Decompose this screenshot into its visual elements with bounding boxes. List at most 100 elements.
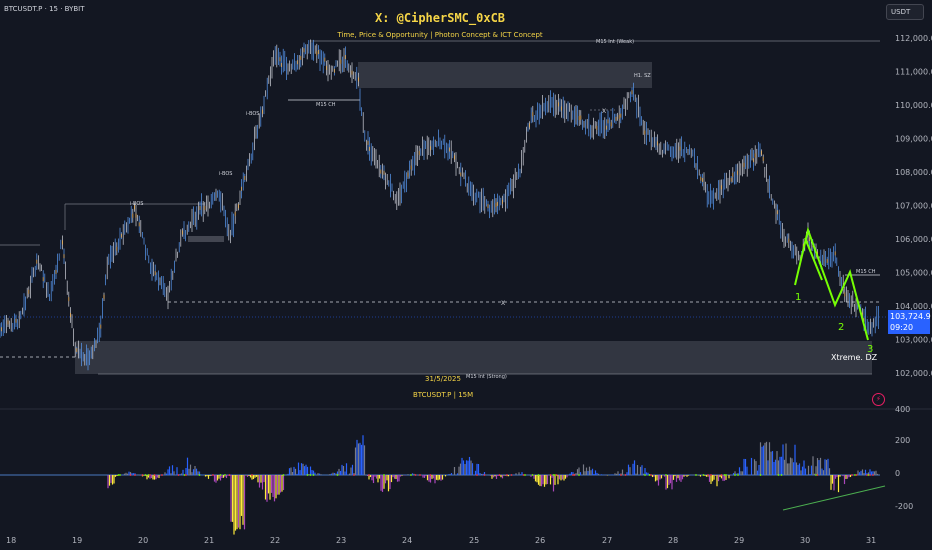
- time-tick: 19: [72, 536, 82, 545]
- osc-dot: [212, 474, 214, 476]
- osc-dot: [537, 474, 540, 476]
- osc-dot: [549, 474, 552, 476]
- label-ibos-2: i-BOS: [219, 171, 232, 177]
- currency-selector[interactable]: USDT: [886, 4, 924, 20]
- osc-dot: [185, 474, 187, 476]
- wave-pattern: [794, 226, 869, 341]
- price-tick: 112,000.0: [895, 34, 932, 43]
- osc-dot: [134, 474, 136, 476]
- h1-supply-zone: [358, 62, 652, 88]
- wave-label-2: 2: [838, 322, 844, 333]
- price-tick: 102,000.0: [895, 369, 932, 378]
- time-tick: 31: [866, 536, 876, 545]
- price-tick: 104,000.0: [895, 302, 932, 311]
- osc-dot: [707, 474, 709, 476]
- osc-dot: [183, 474, 186, 476]
- time-tick: 27: [602, 536, 612, 545]
- osc-dot: [336, 474, 339, 476]
- price-tick: 105,000.0: [895, 269, 932, 278]
- last-price-value: 103,724.9: [890, 312, 931, 321]
- label-m15-ch-right: M15 CH: [856, 269, 876, 275]
- osc-dot: [144, 474, 147, 476]
- osc-dot: [129, 474, 132, 476]
- osc-dot: [483, 474, 486, 476]
- wave-label-3: 3: [867, 344, 873, 355]
- osc-dot: [368, 474, 370, 476]
- osc-dot: [777, 474, 780, 476]
- osc-dot: [555, 474, 558, 476]
- time-tick: 18: [6, 536, 16, 545]
- osc-dot: [720, 474, 723, 476]
- time-tick: 24: [402, 536, 412, 545]
- osc-dot: [414, 474, 417, 476]
- label-m15-strong: M15 Int (Strong): [466, 374, 507, 380]
- osc-dot: [554, 474, 556, 476]
- osc-dot: [702, 474, 705, 476]
- label-m15-ch: M15 CH: [316, 102, 336, 108]
- osc-dot: [572, 474, 574, 476]
- price-candles: [0, 39, 879, 371]
- osc-dot: [695, 474, 697, 476]
- oscillator-axis[interactable]: 400 200 0 -200: [895, 405, 913, 511]
- osc-dot: [815, 474, 817, 476]
- time-tick: 25: [469, 536, 479, 545]
- watermark-label: BTCUSDT.P | 15M: [413, 391, 473, 399]
- time-tick: 26: [535, 536, 545, 545]
- osc-dot: [869, 474, 871, 476]
- osc-dot: [306, 474, 309, 476]
- osc-dot: [476, 474, 478, 476]
- osc-dot: [419, 474, 421, 476]
- wave-label-1: 1: [795, 292, 801, 303]
- osc-dot: [624, 474, 627, 476]
- time-tick: 28: [668, 536, 678, 545]
- osc-dot: [510, 474, 513, 476]
- osc-dot: [153, 474, 156, 476]
- osc-dot: [578, 474, 580, 476]
- osc-dot: [429, 474, 432, 476]
- osc-dot: [866, 474, 868, 476]
- osc-dot: [117, 474, 120, 476]
- osc-dot: [780, 474, 783, 476]
- ibos-block: [188, 236, 224, 242]
- osc-tick: 200: [895, 436, 910, 445]
- price-tick: 111,000.0: [895, 68, 932, 77]
- time-axis[interactable]: 18 19 20 21 22 23 24 25 26 27 28 29 30 31: [6, 536, 876, 545]
- osc-tick: 400: [895, 405, 910, 414]
- osc-dot: [644, 474, 646, 476]
- osc-dot: [228, 474, 231, 476]
- price-tick: 110,000.0: [895, 101, 932, 110]
- osc-dot: [650, 474, 652, 476]
- price-axis[interactable]: 112,000.0 111,000.0 110,000.0 109,000.0 108,…: [895, 34, 932, 378]
- date-label: 31/5/2025: [425, 375, 461, 383]
- osc-dot: [383, 474, 385, 476]
- alert-icon[interactable]: ⚡: [872, 393, 885, 406]
- osc-dot: [816, 474, 819, 476]
- osc-dot: [219, 474, 222, 476]
- osc-dot: [312, 474, 315, 476]
- osc-tick: 0: [895, 469, 900, 478]
- time-tick: 21: [204, 536, 214, 545]
- osc-dot: [573, 474, 576, 476]
- countdown-value: 09:20: [890, 323, 914, 332]
- wave-pattern-inner: [804, 237, 823, 281]
- osc-dot: [552, 474, 555, 476]
- osc-dot: [309, 474, 312, 476]
- osc-dot: [851, 474, 853, 476]
- osc-dot: [161, 474, 163, 476]
- osc-dot: [498, 474, 501, 476]
- osc-dot: [251, 474, 253, 476]
- osc-dot: [177, 474, 180, 476]
- osc-dot: [725, 474, 727, 476]
- osc-tick: -200: [895, 502, 913, 511]
- osc-dot: [723, 474, 726, 476]
- osc-dot: [854, 474, 856, 476]
- page-title: X: @CipherSMC_0xCB: [374, 11, 506, 25]
- osc-dot: [410, 474, 412, 476]
- price-tick: 106,000.0: [895, 235, 932, 244]
- osc-dot: [872, 474, 874, 476]
- x-mark-2: X: [602, 108, 606, 115]
- osc-dot: [149, 474, 151, 476]
- price-tick: 103,000.0: [895, 336, 932, 345]
- symbol-label[interactable]: BTCUSDT.P · 15 · BYBIT: [4, 5, 85, 13]
